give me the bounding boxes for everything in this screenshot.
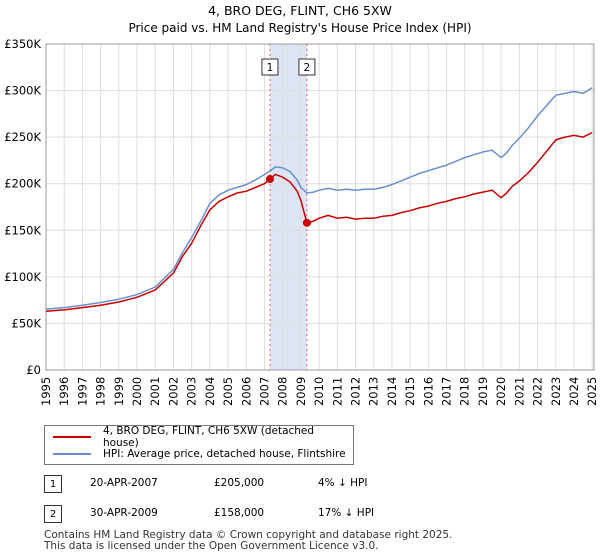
- sale-label-number: 1: [267, 62, 274, 74]
- y-tick-label: £50K: [12, 316, 42, 330]
- transaction-badge: 2: [44, 505, 62, 523]
- y-tick-label: £150K: [4, 223, 41, 237]
- x-tick-label: 1995: [39, 377, 53, 406]
- transaction-row: 1 20-APR-2007 £205,000 4% ↓ HPI: [44, 475, 584, 493]
- footer-line-licence: This data is licensed under the Open Gov…: [44, 540, 379, 552]
- transaction-hpi-diff: 17% ↓ HPI: [318, 507, 375, 519]
- y-tick-label: £350K: [4, 37, 41, 51]
- legend-item-hpi: HPI: Average price, detached house, Flin…: [53, 446, 346, 462]
- transaction-price: £205,000: [214, 477, 265, 489]
- x-tick-label: 2011: [330, 377, 344, 406]
- series-line-hpi: [45, 87, 593, 310]
- x-tick-label: 2017: [440, 377, 454, 406]
- x-tick-label: 2014: [385, 377, 399, 406]
- chart-title: 4, BRO DEG, FLINT, CH6 5XW: [208, 3, 392, 18]
- legend-swatch-blue: [53, 453, 91, 455]
- y-tick-label: £250K: [4, 130, 41, 144]
- plot-frame: [45, 43, 595, 371]
- legend-label-price-paid: 4, BRO DEG, FLINT, CH6 5XW (detached hou…: [102, 425, 315, 449]
- sale-label-box: [298, 58, 316, 76]
- price-chart: 4, BRO DEG, FLINT, CH6 5XW Price paid vs…: [4, 3, 599, 406]
- x-tick-label: 1997: [75, 377, 89, 406]
- x-tick-label: 2016: [421, 377, 435, 406]
- x-tick-label: 2001: [148, 377, 162, 406]
- x-tick-label: 2002: [166, 377, 180, 406]
- x-tick-label: 2009: [294, 377, 308, 406]
- x-tick-label: 2015: [403, 377, 417, 406]
- x-tick-label: 2018: [458, 377, 472, 406]
- y-tick-label: £300K: [4, 84, 41, 98]
- sale-label-number: 2: [304, 62, 311, 74]
- footer-line-copyright: Contains HM Land Registry data © Crown c…: [44, 529, 453, 541]
- x-tick-label: 2000: [130, 377, 144, 406]
- x-tick-label: 2010: [312, 377, 326, 406]
- x-tick-label: 2008: [276, 377, 290, 406]
- legend-item-price-paid: 4, BRO DEG, FLINT, CH6 5XW (detached hou…: [53, 425, 353, 449]
- transaction-date: 20-APR-2007: [90, 477, 158, 489]
- sale-point: [265, 175, 274, 184]
- x-tick-label: 2025: [585, 377, 599, 406]
- x-tick-label: 2013: [367, 377, 381, 406]
- transaction-hpi-diff: 4% ↓ HPI: [318, 477, 368, 489]
- y-tick-label: £200K: [4, 177, 41, 191]
- sale-label-box: [261, 58, 279, 76]
- x-tick-label: 1998: [94, 377, 108, 406]
- sale-point: [302, 218, 311, 227]
- x-tick-label: 2021: [512, 377, 526, 406]
- x-tick-label: 2007: [257, 377, 271, 406]
- x-tick-label: 2020: [494, 377, 508, 406]
- x-tick-label: 2019: [476, 377, 490, 406]
- y-tick-label: £100K: [4, 270, 41, 284]
- x-tick-label: 2006: [239, 377, 253, 406]
- x-tick-label: 2004: [203, 377, 217, 406]
- x-tick-label: 1999: [112, 377, 126, 406]
- transaction-date: 30-APR-2009: [90, 507, 158, 519]
- footer-notice: Contains HM Land Registry data © Crown c…: [44, 530, 452, 552]
- x-tick-label: 2012: [349, 377, 363, 406]
- chart-legend: 4, BRO DEG, FLINT, CH6 5XW (detached hou…: [44, 425, 354, 465]
- transaction-price: £158,000: [214, 507, 265, 519]
- y-tick-label: £0: [26, 363, 41, 377]
- transaction-badge: 1: [44, 475, 62, 493]
- transaction-row: 2 30-APR-2009 £158,000 17% ↓ HPI: [44, 505, 584, 523]
- series-line-price-paid: [45, 131, 593, 313]
- x-tick-label: 2024: [567, 377, 581, 406]
- x-tick-label: 2005: [221, 377, 235, 406]
- legend-label-hpi: HPI: Average price, detached house, Flin…: [103, 448, 346, 460]
- x-tick-label: 1996: [57, 377, 71, 406]
- x-tick-label: 2023: [549, 377, 563, 406]
- x-tick-label: 2003: [185, 377, 199, 406]
- plot-area: [46, 44, 594, 370]
- legend-swatch-red: [53, 436, 91, 438]
- x-tick-label: 2022: [531, 377, 545, 406]
- chart-subtitle: Price paid vs. HM Land Registry's House …: [128, 21, 471, 35]
